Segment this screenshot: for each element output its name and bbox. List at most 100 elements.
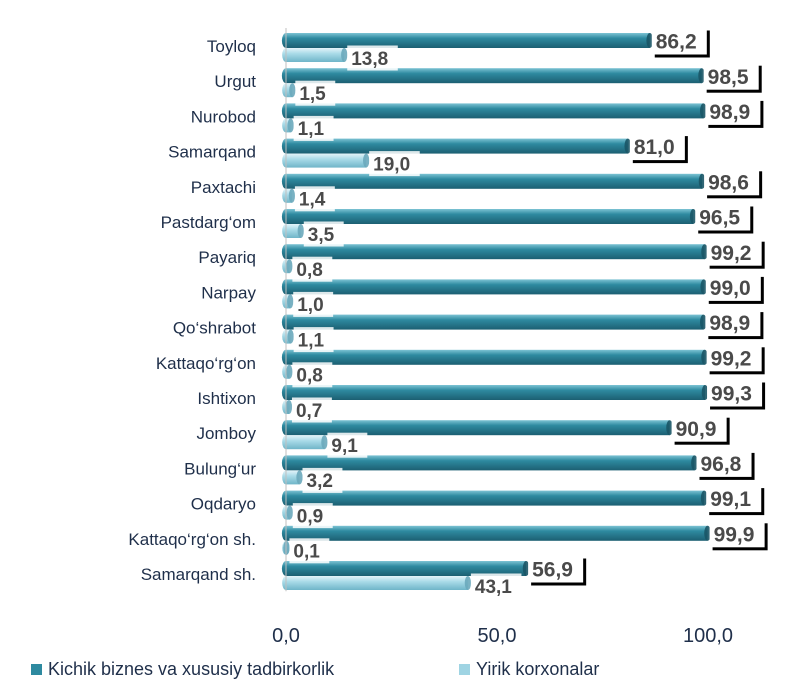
bar-kichik-biznes	[281, 490, 708, 506]
data-label-kichik-biznes: 99,2	[706, 344, 765, 375]
bar-yirik-korxonalar	[282, 329, 294, 344]
category-label: Jomboy	[196, 424, 256, 443]
data-label-yirik-korxonalar: 1,1	[293, 327, 334, 353]
bar-kichik-biznes	[281, 279, 708, 295]
data-label-yirik-korxonalar: 13,8	[347, 45, 398, 71]
data-label-kichik-biznes: 99,2	[706, 238, 765, 269]
category-label: Samarqand sh.	[141, 565, 256, 584]
data-label: 90,9	[676, 418, 717, 441]
data-label: 19,0	[373, 154, 410, 175]
data-label-kichik-biznes: 81,0	[629, 133, 688, 164]
bar-yirik-korxonalar	[282, 505, 293, 520]
data-label-yirik-korxonalar: 0,8	[292, 256, 333, 282]
category-label: Payariq	[198, 248, 256, 267]
data-label-yirik-korxonalar: 19,0	[369, 151, 420, 177]
data-label: 98,9	[709, 101, 750, 124]
data-label-yirik-korxonalar: 1,1	[293, 115, 334, 141]
bar-yirik-korxonalar	[282, 83, 296, 98]
bar-yirik-korxonalar	[282, 48, 348, 62]
data-label-yirik-korxonalar: 3,5	[303, 221, 344, 247]
category-label: Nurobod	[191, 107, 256, 126]
bar-yirik-korxonalar	[282, 118, 294, 133]
bar-yirik-korxonalar	[282, 259, 293, 274]
data-label: 99,1	[710, 488, 751, 511]
category-label: Samarqand	[168, 143, 256, 162]
data-label: 81,0	[634, 136, 675, 159]
data-label: 0,8	[296, 366, 322, 387]
data-label-yirik-korxonalar: 0,1	[289, 538, 330, 564]
data-label: 1,1	[298, 119, 325, 140]
category-label: Pastdarg‘om	[161, 213, 256, 232]
data-label: 99,9	[714, 523, 755, 546]
x-tick-label: 100,0	[683, 625, 733, 647]
bar-kichik-biznes	[281, 385, 709, 400]
data-label-yirik-korxonalar: 1,4	[294, 186, 335, 212]
bar-yirik-korxonalar	[282, 576, 472, 590]
data-label: 98,9	[709, 312, 750, 335]
data-label-yirik-korxonalar: 3,2	[302, 467, 343, 493]
bar-yirik-korxonalar	[282, 224, 304, 238]
bar-yirik-korxonalar	[282, 400, 293, 414]
data-label-kichik-biznes: 98,5	[703, 62, 762, 93]
category-label: Urgut	[214, 72, 256, 91]
data-label: 56,9	[532, 559, 573, 582]
data-label: 86,2	[656, 31, 697, 54]
category-labels: Toyloq Urgut Nurobod Samarqand Paxtachi Pastd…	[128, 37, 256, 584]
data-label-kichik-biznes: 98,9	[705, 309, 764, 340]
data-label-kichik-biznes: 99,0	[705, 273, 764, 304]
data-label: 98,6	[708, 171, 749, 194]
category-label: Bulung‘ur	[184, 459, 256, 478]
data-label: 43,1	[475, 577, 512, 598]
bar-kichik-biznes	[281, 561, 530, 576]
data-label-yirik-korxonalar: 43,1	[470, 573, 522, 599]
legend-label-yirik-korxonalar: Yirik korxonalar	[476, 659, 599, 679]
data-label-yirik-korxonalar: 1,5	[295, 80, 336, 106]
data-label: 99,2	[711, 242, 752, 265]
data-label-kichik-biznes: 99,1	[706, 485, 765, 516]
data-label: 1,4	[299, 190, 326, 211]
category-label: Kattaqo‘rg‘on sh.	[128, 530, 256, 549]
legend-swatch-yirik-korxonalar	[459, 664, 470, 675]
bar-yirik-korxonalar	[282, 435, 328, 450]
bar-yirik-korxonalar	[282, 364, 293, 379]
bars	[281, 33, 711, 590]
data-label: 96,5	[699, 207, 740, 230]
data-label-yirik-korxonalar: 0,8	[292, 362, 333, 388]
bar-kichik-biznes	[281, 420, 673, 436]
category-label: Toyloq	[207, 37, 256, 56]
data-label: 98,5	[708, 66, 749, 89]
bar-yirik-korxonalar	[282, 470, 303, 485]
category-label: Kattaqo‘rg‘on	[156, 354, 256, 373]
bar-kichik-biznes	[281, 33, 654, 48]
bar-kichik-biznes	[281, 525, 711, 541]
data-label-yirik-korxonalar: 0,9	[292, 503, 333, 529]
data-label: 99,2	[711, 347, 752, 370]
data-label: 96,8	[700, 453, 741, 476]
bar-kichik-biznes	[281, 173, 706, 189]
bar-yirik-korxonalar	[282, 294, 294, 309]
legend: Kichik biznes va xususiy tadbirkorlik Yir…	[31, 659, 599, 679]
category-label: Narpay	[201, 283, 256, 302]
x-ticks: 0,0 50,0 100,0	[272, 625, 733, 647]
data-label: 13,8	[351, 49, 388, 70]
bar-yirik-korxonalar	[282, 188, 296, 203]
x-tick-label: 50,0	[478, 625, 517, 647]
x-tick-label: 0,0	[272, 625, 300, 647]
bar-kichik-biznes	[281, 138, 632, 154]
bar-kichik-biznes	[281, 103, 707, 119]
data-label-kichik-biznes: 99,9	[709, 520, 768, 551]
data-label: 3,2	[307, 471, 333, 492]
data-label-kichik-biznes: 98,9	[705, 97, 764, 128]
bar-kichik-biznes	[281, 68, 706, 84]
data-label: 0,1	[293, 542, 320, 563]
data-label-yirik-korxonalar: 9,1	[327, 432, 368, 458]
legend-swatch-kichik-biznes	[31, 664, 42, 675]
data-label: 1,5	[299, 84, 326, 105]
bar-yirik-korxonalar	[282, 153, 370, 168]
data-label-kichik-biznes: 96,8	[696, 449, 755, 480]
data-label: 99,0	[710, 277, 751, 300]
data-label-yirik-korxonalar: 0,7	[291, 397, 332, 423]
data-label: 99,3	[711, 383, 752, 406]
data-label-kichik-biznes: 96,5	[695, 203, 754, 234]
